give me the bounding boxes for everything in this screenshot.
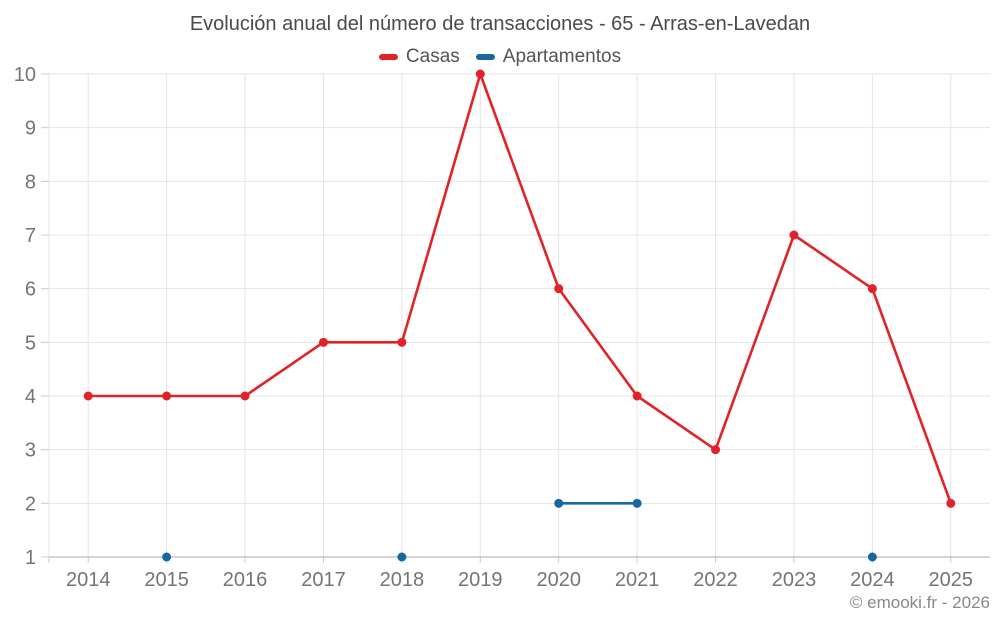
x-axis-label: 2016 (223, 569, 268, 591)
x-axis-label: 2014 (66, 569, 111, 591)
y-axis-label: 7 (25, 225, 36, 247)
data-point-casas-2021[interactable] (632, 391, 642, 401)
data-point-apartamentos-2015[interactable] (162, 552, 172, 562)
data-point-apartamentos-2020[interactable] (554, 498, 564, 508)
data-point-casas-2022[interactable] (711, 445, 721, 455)
x-axis-label: 2020 (536, 569, 581, 591)
x-axis-label: 2022 (693, 569, 738, 591)
y-axis-label: 3 (25, 440, 36, 462)
watermark: © emooki.fr - 2026 (849, 593, 990, 612)
data-point-casas-2023[interactable] (789, 230, 799, 240)
x-axis-label: 2021 (615, 569, 660, 591)
data-point-apartamentos-2018[interactable] (397, 552, 407, 562)
x-axis-label: 2018 (380, 569, 425, 591)
y-axis-label: 6 (25, 279, 36, 301)
legend-label-apartamentos: Apartamentos (502, 46, 622, 67)
data-point-apartamentos-2021[interactable] (632, 498, 642, 508)
x-axis-label: 2023 (772, 569, 817, 591)
data-point-apartamentos-2024[interactable] (867, 552, 877, 562)
data-point-casas-2016[interactable] (240, 391, 250, 401)
x-axis-label: 2024 (850, 569, 895, 591)
legend: Casas Apartamentos (0, 45, 1000, 69)
y-axis-label: 2 (25, 493, 36, 515)
y-axis-label: 5 (25, 332, 36, 354)
chart-title: Evolución anual del número de transaccio… (189, 13, 811, 35)
data-point-casas-2025[interactable] (946, 498, 956, 508)
data-point-casas-2014[interactable] (83, 391, 93, 401)
y-axis-label: 9 (25, 118, 36, 140)
data-point-casas-2017[interactable] (318, 337, 328, 347)
x-axis-label: 2019 (458, 569, 503, 591)
data-point-casas-2019[interactable] (475, 69, 485, 79)
legend-item-apartamentos[interactable]: Apartamentos (475, 46, 622, 68)
y-axis-label: 10 (14, 64, 36, 86)
legend-item-casas[interactable]: Casas (378, 46, 460, 68)
x-axis-label: 2025 (929, 569, 974, 591)
y-axis-label: 4 (25, 386, 36, 408)
legend-swatch-casas-icon (378, 54, 398, 60)
data-point-casas-2020[interactable] (554, 284, 564, 294)
legend-label-casas: Casas (405, 46, 460, 67)
legend-swatch-apartamentos-icon (475, 54, 495, 60)
series-line-casas (86, 72, 953, 505)
data-point-casas-2018[interactable] (397, 337, 407, 347)
y-axis-label: 1 (25, 547, 36, 569)
data-point-casas-2015[interactable] (162, 391, 172, 401)
x-axis-label: 2017 (301, 569, 346, 591)
data-point-casas-2024[interactable] (867, 284, 877, 294)
x-axis-label: 2015 (144, 569, 189, 591)
y-axis-label: 8 (25, 171, 36, 193)
